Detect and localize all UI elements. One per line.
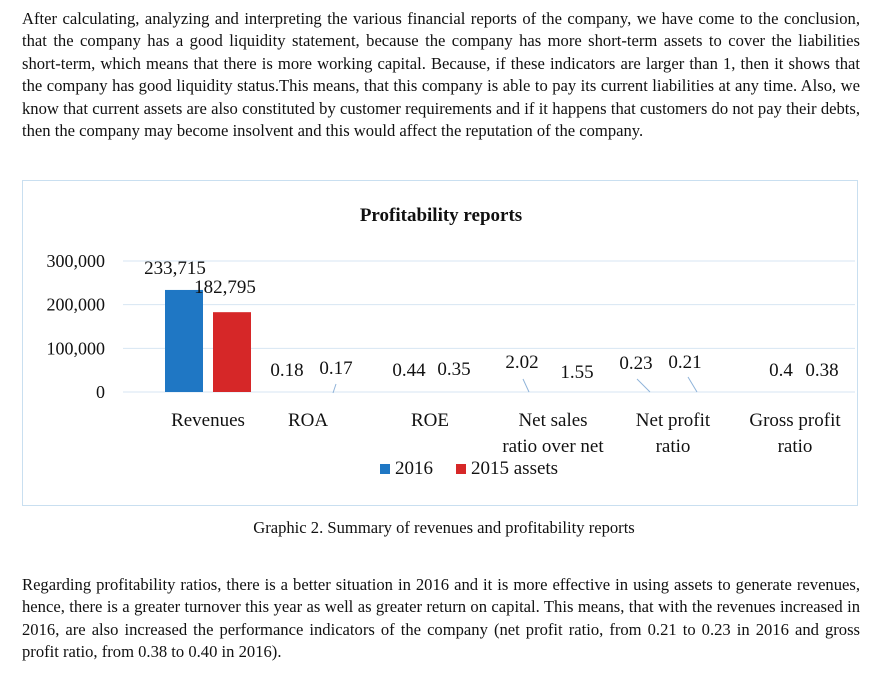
- x-tick-label: ratio: [656, 436, 691, 457]
- data-label: 0.21: [668, 352, 701, 373]
- figure-caption: Graphic 2. Summary of revenues and profi…: [253, 518, 635, 537]
- data-label: 0.44: [392, 360, 426, 381]
- data-label: 0.38: [805, 360, 838, 381]
- legend-label: 2015 assets: [471, 458, 558, 479]
- x-tick-label: Gross profit: [749, 410, 841, 431]
- data-label: 0.17: [319, 358, 352, 379]
- bar-2015: [213, 312, 251, 392]
- legend-swatch-2015: [456, 464, 466, 474]
- data-label: 0.4: [769, 360, 793, 381]
- chart-title: Profitability reports: [360, 205, 522, 226]
- data-label: 2.02: [505, 352, 538, 373]
- y-tick-label: 300,000: [47, 251, 106, 271]
- conclusion-paragraph: Regarding profitability ratios, there is…: [22, 575, 860, 662]
- data-label: 233,715: [144, 258, 206, 279]
- legend-label: 2016: [395, 458, 433, 479]
- x-tick-label: Net sales: [518, 410, 587, 431]
- x-tick-label: ROA: [288, 410, 328, 431]
- data-label: 0.23: [619, 353, 652, 374]
- y-tick-label: 200,000: [47, 295, 106, 315]
- x-tick-label: ratio: [778, 436, 813, 457]
- y-tick-label: 100,000: [47, 338, 106, 358]
- bar-2016: [165, 289, 203, 392]
- leader-line: [636, 378, 651, 393]
- y-tick-label: 0: [96, 382, 105, 402]
- legend-swatch-2016: [380, 464, 390, 474]
- x-tick-label: ratio over net: [502, 436, 604, 457]
- x-tick-label: Revenues: [171, 410, 245, 431]
- x-tick-label: ROE: [411, 410, 449, 431]
- data-label: 1.55: [560, 362, 593, 383]
- data-label: 0.18: [270, 360, 303, 381]
- leader-line: [332, 383, 337, 394]
- chart-frame: Profitability reports 300,000 200,000 100,0…: [22, 180, 858, 506]
- leader-line: [522, 378, 530, 393]
- profitability-chart: Profitability reports 300,000 200,000 100,0…: [47, 205, 855, 479]
- data-label: 182,795: [194, 277, 256, 298]
- x-tick-label: Net profit: [636, 410, 711, 431]
- leader-line: [687, 376, 698, 393]
- intro-paragraph: After calculating, analyzing and interpr…: [22, 9, 860, 141]
- data-label: 0.35: [437, 359, 470, 380]
